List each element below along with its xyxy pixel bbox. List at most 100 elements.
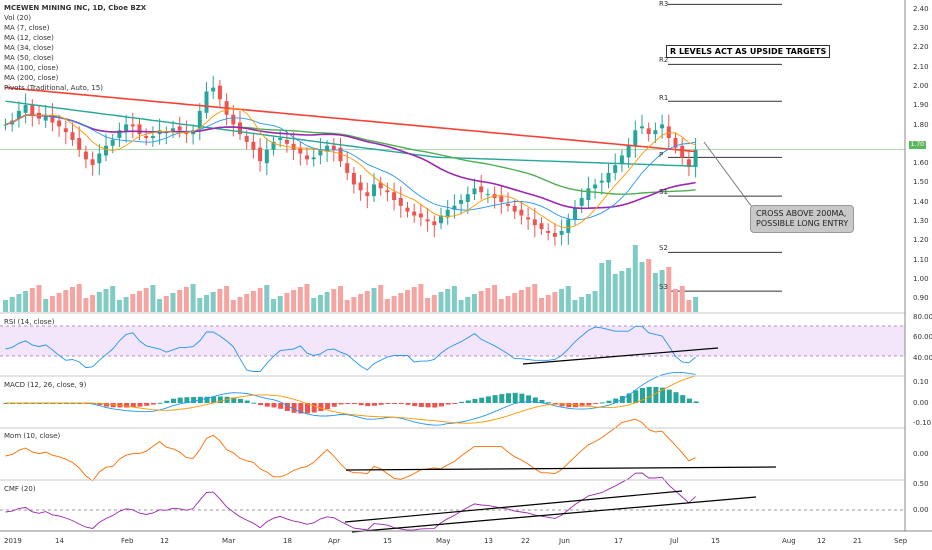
macd-histogram-bar [137,403,143,407]
study-vol[interactable]: Vol (20) [4,14,32,22]
candle-body [3,124,8,126]
macd-histogram-bar [305,403,310,414]
cmf-trendline-lower [351,496,757,533]
study-ma50[interactable]: MA (50, close) [4,54,54,62]
volume-bar [177,290,183,312]
volume-bar [344,300,350,312]
main-pane [0,3,905,312]
candle-body [298,147,303,154]
study-ma34[interactable]: MA (34, close) [4,44,54,52]
volume-bar [445,289,451,312]
axes [0,0,932,532]
rsi-tick: 80.00 [913,313,932,321]
ma7-line [5,107,696,229]
candle-body [660,124,665,129]
long-entry-callout[interactable]: CROSS ABOVE 200MA, POSSIBLE LONG ENTRY [750,205,855,233]
volume-bar [49,296,55,312]
rsi-pane [0,325,905,372]
macd-histogram-bar [211,396,217,403]
ma200-line [5,86,696,153]
macd-histogram-bar [606,400,612,403]
targets-annotation[interactable]: R LEVELS ACT AS UPSIDE TARGETS [666,45,831,58]
study-ma200[interactable]: MA (200, close) [4,74,59,82]
candle-body [459,200,464,204]
macd-histogram-bar [3,403,9,404]
candle-body [144,136,149,138]
candle-body [150,136,155,138]
time-tick: 15 [383,537,392,545]
volume-bar [90,295,96,312]
volume-bar [277,296,283,312]
volume-bar [130,294,136,312]
price-tick: 1.80 [913,121,929,129]
volume-bar [96,292,102,312]
volume-bar [351,297,357,312]
volume-bar [63,290,69,312]
cmf-title[interactable]: CMF (20) [4,485,36,493]
candle-body [673,138,678,148]
macd-histogram-bar [626,393,632,403]
volume-bar [116,300,122,312]
volume-bar [338,286,343,312]
macd-histogram-bar [318,403,324,412]
price-tick: 1.30 [913,217,929,225]
candle-body [184,132,189,135]
time-tick: 17 [614,537,623,545]
study-pivots[interactable]: Pivots (Traditional, Auto, 15) [4,84,104,92]
time-tick: Sep [894,537,908,545]
macd-histogram-bar [16,403,22,404]
volume-bar [539,298,544,312]
time-tick: May [436,537,451,545]
macd-histogram-bar [412,403,418,407]
macd-histogram-bar [506,393,511,403]
macd-histogram-bar [633,390,639,403]
study-ma7[interactable]: MA (7, close) [4,24,50,32]
volume-bar [438,292,444,312]
candle-body [425,219,430,222]
candle-body [693,149,698,168]
candle-body [271,141,276,150]
candle-body [358,182,363,191]
macd-histogram-bar [63,403,69,404]
volume-bar [391,296,397,312]
study-ma100[interactable]: MA (100, close) [4,64,59,72]
volume-bar [492,285,498,312]
candle-body [619,155,624,164]
time-tick: Feb [121,537,134,545]
candle-body [546,231,551,233]
macd-histogram-bar [177,397,183,403]
rsi-title[interactable]: RSI (14, close) [4,318,55,326]
study-ma12[interactable]: MA (12, close) [4,34,54,42]
volume-bar [686,300,692,312]
macd-histogram-bar [566,403,572,408]
candle-body [613,165,618,173]
candle-body [70,132,75,140]
macd-histogram-bar [439,403,444,407]
macd-histogram-bar [130,403,136,408]
candle-body [231,114,236,125]
volume-bar [123,297,129,312]
candle-body [204,91,209,113]
price-tick: 1.90 [913,101,929,109]
mom-title[interactable]: Mom (10, close) [4,432,61,440]
candle-body [626,145,631,158]
cmf-pane [0,472,905,533]
volume-bar [666,267,672,312]
symbol-title[interactable]: MCEWEN MINING INC, 1D, Cboe BZX [4,4,147,12]
volume-bar [190,284,196,312]
candle-body [43,114,48,121]
macd-histogram-bar [640,387,645,403]
candle-body [646,128,651,135]
price-tick: 2.20 [913,43,929,51]
candle-body [640,126,644,129]
price-tick: 1.50 [913,178,929,186]
candle-body [251,141,256,150]
candle-body [177,126,182,131]
macd-histogram-bar [405,403,411,405]
candle-body [130,124,135,127]
volume-bar [525,287,531,312]
macd-title[interactable]: MACD (12, 26, close, 9) [4,381,87,389]
candle-body [197,110,202,129]
volume-bar [485,288,491,312]
